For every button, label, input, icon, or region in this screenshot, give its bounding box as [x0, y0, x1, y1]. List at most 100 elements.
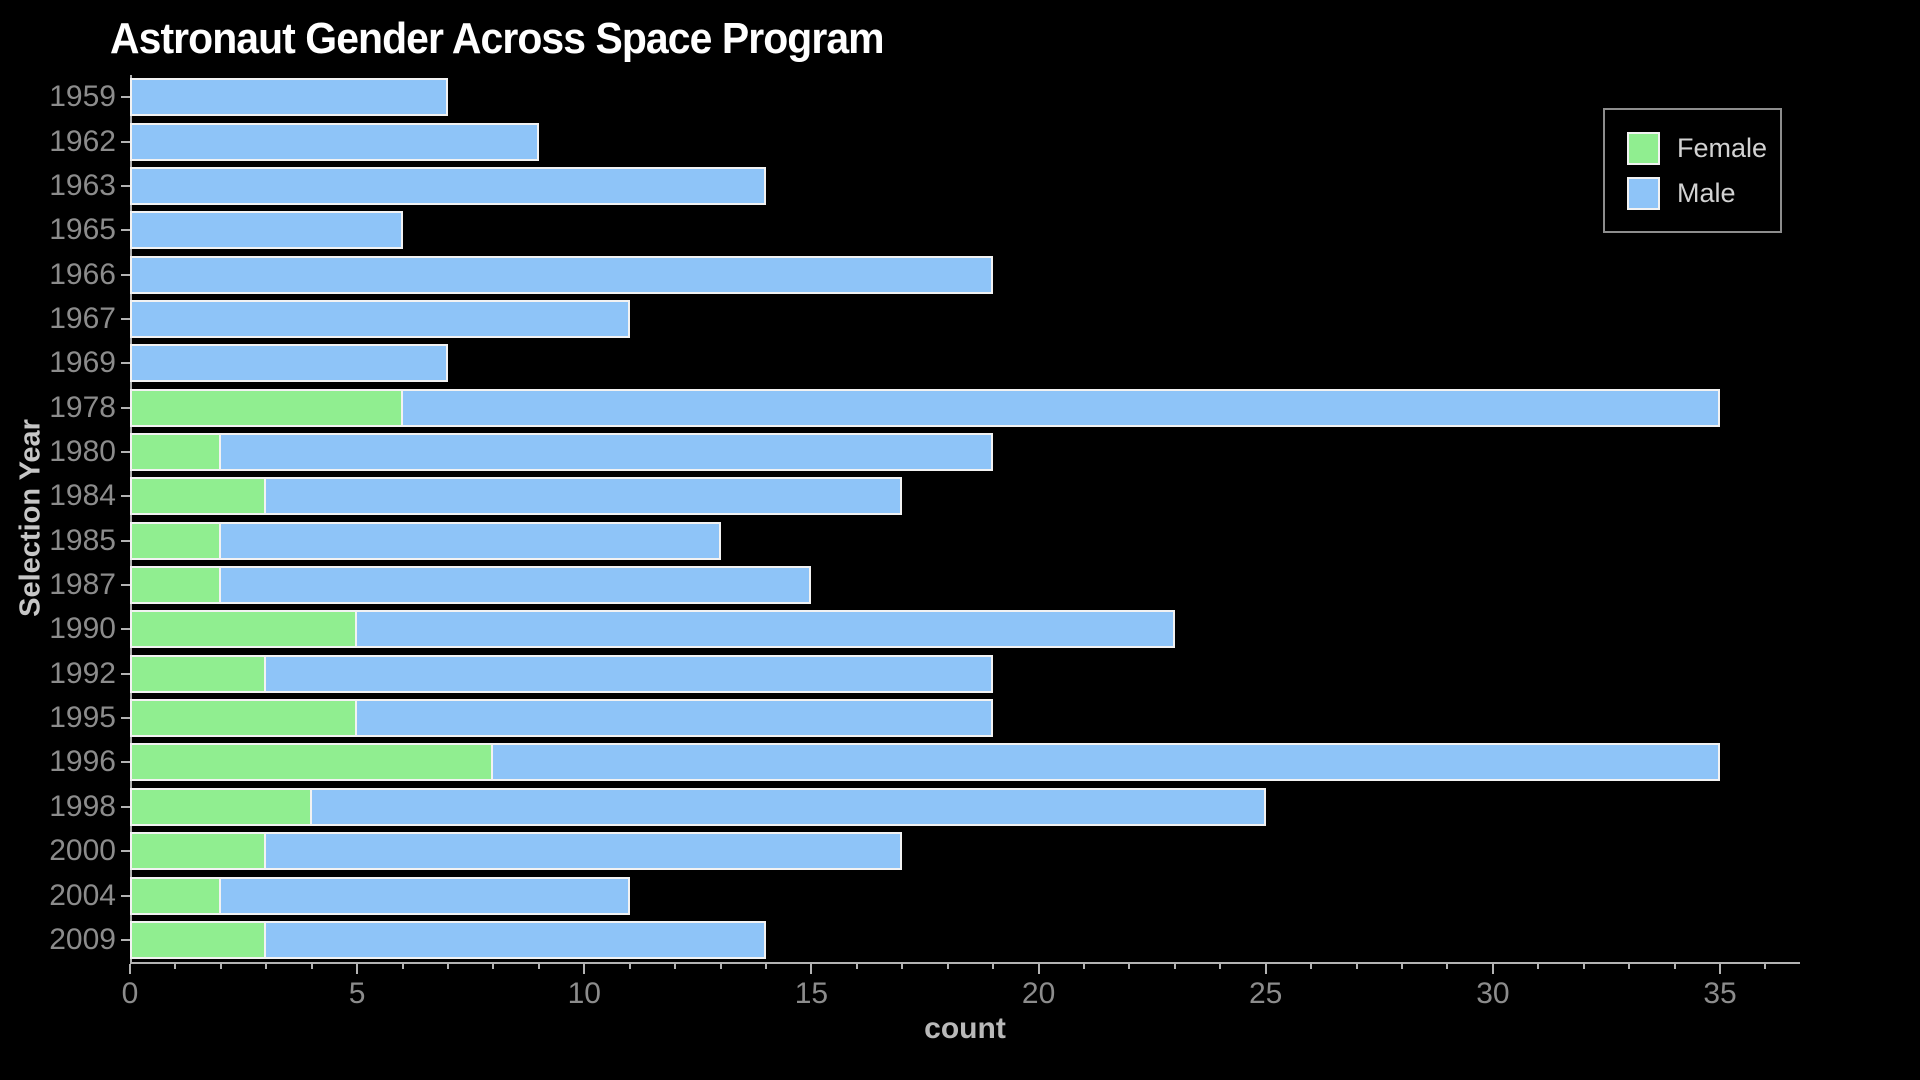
x-major-tick [129, 964, 131, 974]
x-minor-tick [1764, 964, 1767, 969]
bar-segment-male [491, 743, 1720, 782]
x-minor-tick [1446, 964, 1449, 969]
y-tick [121, 805, 130, 808]
y-tick-label: 1995 [49, 701, 116, 735]
x-major-tick [356, 964, 359, 974]
bar-segment-female [130, 388, 403, 427]
bar-segment-male [218, 876, 630, 915]
x-minor-tick [537, 964, 540, 969]
x-minor-tick [1628, 964, 1631, 969]
x-tick-label: 5 [348, 977, 366, 1010]
x-axis-line [130, 962, 1800, 964]
bar-segment-female [130, 920, 267, 959]
y-tick-label: 1966 [49, 257, 116, 291]
x-minor-tick [174, 964, 177, 969]
y-tick-label: 1969 [49, 346, 116, 380]
y-tick [121, 717, 130, 720]
y-tick-label: 1985 [49, 523, 116, 557]
y-axis-line [130, 75, 132, 964]
y-tick [121, 451, 130, 453]
x-major-tick [583, 964, 586, 974]
female-swatch [1627, 132, 1660, 165]
x-minor-tick [992, 964, 995, 969]
y-tick-label: 1996 [49, 745, 116, 779]
x-tick-label: 20 [1021, 977, 1056, 1010]
bar-segment-male [264, 920, 766, 959]
y-tick-label: 1984 [49, 479, 116, 513]
y-tick [121, 584, 130, 586]
y-tick-label: 1998 [49, 789, 116, 823]
legend-item-male: Male [1627, 177, 1736, 210]
bar-segment-female [130, 832, 267, 871]
y-tick-label: 1980 [49, 435, 116, 468]
y-tick-label: 1959 [49, 80, 116, 114]
bar-segment-female [130, 876, 221, 915]
x-minor-tick [265, 964, 268, 969]
plot-area: 1959 1962 1963 1965 1966 1967 1969 1978 1980 1984… [49, 75, 1800, 1010]
y-tick [121, 406, 130, 409]
x-minor-tick [310, 964, 313, 969]
x-minor-tick [401, 964, 404, 969]
x-tick-label: 10 [567, 977, 601, 1010]
x-major-tick [1719, 964, 1721, 974]
x-major-tick [810, 964, 813, 974]
bar-segment-male [130, 78, 448, 117]
y-tick [121, 938, 130, 941]
x-axis-title: count [924, 1012, 1006, 1045]
legend: Female Male [1603, 108, 1782, 233]
bar-segment-male [130, 122, 539, 161]
x-major-tick [1491, 964, 1494, 974]
x-major-tick [1037, 964, 1040, 974]
bar-segment-male [130, 344, 448, 383]
y-tick [121, 672, 130, 675]
y-tick [121, 539, 130, 542]
bar-segment-male [130, 255, 994, 294]
bar-segment-male [218, 566, 812, 604]
chart-title: Astronaut Gender Across Space Program [110, 14, 885, 63]
bar-segment-female [130, 787, 312, 826]
y-tick [121, 317, 130, 320]
x-minor-tick [492, 964, 495, 969]
x-minor-tick [946, 964, 949, 969]
y-tick-label: 1992 [49, 656, 116, 690]
bar-segment-female [130, 654, 267, 693]
x-tick-label: 0 [121, 977, 139, 1010]
y-tick-label: 1967 [49, 301, 116, 335]
bar-segment-female [130, 699, 358, 738]
bar-segment-male [400, 388, 1720, 427]
y-tick [121, 184, 130, 187]
male-swatch [1627, 177, 1660, 210]
y-tick-label: 1978 [49, 390, 116, 424]
y-tick-label: 2004 [49, 878, 116, 912]
y-tick [121, 362, 130, 365]
y-tick [121, 229, 130, 232]
x-tick-label: 15 [794, 977, 829, 1010]
bar-segment-female [130, 610, 358, 649]
y-tick-label: 2009 [49, 922, 116, 956]
y-tick [121, 761, 130, 764]
x-minor-tick [447, 964, 449, 969]
bar-segment-male [264, 654, 994, 693]
bar-segment-female [130, 477, 267, 516]
y-tick [121, 273, 130, 276]
y-tick [121, 894, 130, 897]
x-minor-tick [628, 964, 631, 969]
y-tick-label: 1990 [49, 612, 116, 646]
x-minor-tick [719, 964, 722, 969]
x-tick-label: 30 [1476, 977, 1510, 1010]
y-tick-label: 1962 [49, 124, 116, 158]
bar-segment-male [264, 832, 903, 871]
x-minor-tick [1537, 964, 1540, 969]
x-major-tick [1264, 964, 1267, 974]
y-tick-label: 1963 [49, 168, 116, 202]
x-minor-tick [1582, 964, 1585, 969]
x-tick-label: 35 [1703, 977, 1737, 1010]
x-minor-tick [855, 964, 858, 969]
bar-segment-male [130, 299, 630, 338]
y-tick [121, 96, 130, 99]
x-minor-tick [765, 964, 767, 969]
y-tick [121, 140, 130, 143]
bar-segment-male [309, 787, 1266, 826]
bar-segment-female [130, 521, 221, 560]
y-tick-label: 1987 [49, 568, 116, 601]
